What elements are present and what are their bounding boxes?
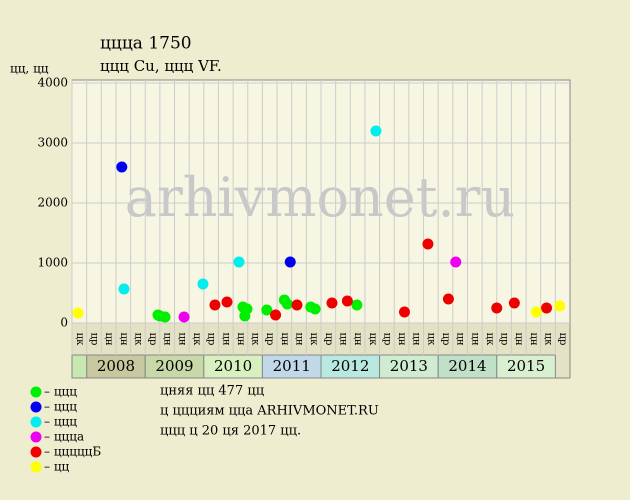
x-tick-label: цк	[74, 333, 85, 346]
y-tick-label: 1000	[37, 256, 68, 270]
legend-label: – цц	[44, 460, 70, 474]
point	[491, 302, 503, 314]
x-tick-label: цн	[176, 332, 187, 345]
x-tick-label: цр	[264, 333, 275, 346]
legend-swatch	[30, 416, 42, 428]
year-label: 2009	[155, 357, 193, 375]
x-tick-label: цн	[396, 332, 407, 345]
point	[450, 256, 462, 268]
y-axis-label: цц, цц	[10, 62, 49, 76]
watermark: arhivmonet.ru	[125, 166, 515, 229]
year-label: 2015	[507, 357, 545, 375]
legend-swatch	[30, 446, 42, 458]
x-tick-label: цк	[250, 333, 261, 346]
x-tick-label: цр	[88, 333, 99, 346]
x-tick-label: цн	[469, 332, 480, 345]
x-tick-label: цн	[352, 332, 363, 345]
note: цняя цц 477 цц	[160, 384, 264, 399]
y-tick-label: 2000	[37, 196, 68, 210]
x-tick-label: цр	[557, 333, 568, 346]
point	[281, 298, 293, 310]
point	[341, 295, 353, 307]
point	[197, 278, 209, 290]
x-tick-label: цк	[132, 333, 143, 346]
point	[291, 299, 303, 311]
chart-title: ццца 1750	[100, 34, 192, 54]
x-tick-label: цн	[528, 332, 539, 345]
y-tick-label: 3000	[37, 136, 68, 150]
legend-label: – ццц	[44, 385, 77, 399]
y-tick-label: 0	[60, 316, 68, 330]
x-tick-label: цк	[308, 333, 319, 346]
x-tick-label: цр	[440, 333, 451, 346]
note: ц ццциям ццa ARHIVMONET.RU	[160, 404, 379, 419]
chart-subtitle: ццц Cu, ццц VF.	[100, 57, 222, 75]
point	[239, 310, 251, 322]
point	[116, 161, 128, 173]
x-tick-label: цн	[235, 332, 246, 345]
year-band	[71, 354, 88, 379]
x-tick-label: цк	[425, 333, 436, 346]
x-tick-label: цр	[206, 333, 217, 346]
point	[209, 299, 221, 311]
x-tick-label: цн	[162, 332, 173, 345]
x-tick-label: цн	[118, 332, 129, 345]
x-tick-label: цр	[381, 333, 392, 346]
point	[309, 303, 321, 315]
point	[370, 125, 382, 137]
x-tick-label: цн	[220, 332, 231, 345]
y-tick-label: 4000	[37, 76, 68, 90]
x-tick-label: цн	[513, 332, 524, 345]
x-tick-label: цн	[455, 332, 466, 345]
legend-label: – цццццБ	[44, 445, 101, 459]
x-tick-label: цр	[323, 333, 334, 346]
x-tick-label: цк	[543, 333, 554, 346]
x-tick-label: цр	[499, 333, 510, 346]
point	[284, 256, 296, 268]
legend-swatch	[30, 431, 42, 443]
point	[442, 293, 454, 305]
x-tick-label: цр	[147, 333, 158, 346]
point	[270, 309, 282, 321]
x-tick-label: цн	[294, 332, 305, 345]
x-tick-label: цк	[367, 333, 378, 346]
year-label: 2011	[273, 357, 311, 375]
legend-label: – ццц	[44, 400, 77, 414]
year-label: 2014	[448, 357, 486, 375]
point	[118, 283, 130, 295]
point	[326, 297, 338, 309]
legend-label: – ццц	[44, 415, 77, 429]
point	[422, 238, 434, 250]
point	[541, 302, 553, 314]
point	[351, 299, 363, 311]
point	[233, 256, 245, 268]
x-tick-label: цн	[411, 332, 422, 345]
point	[221, 296, 233, 308]
year-label: 2010	[214, 357, 252, 375]
point	[178, 311, 190, 323]
note: ццц ц 20 ця 2017 цц.	[160, 424, 301, 439]
legend-swatch	[30, 401, 42, 413]
point	[261, 304, 273, 316]
x-tick-label: цк	[484, 333, 495, 346]
legend-swatch	[30, 461, 42, 473]
year-label: 2013	[390, 357, 428, 375]
x-tick-label: цн	[279, 332, 290, 345]
point	[554, 300, 566, 312]
point	[530, 306, 542, 318]
x-tick-label: цк	[191, 333, 202, 346]
x-tick-label: цн	[337, 332, 348, 345]
point	[508, 297, 520, 309]
point	[72, 307, 84, 319]
legend-swatch	[30, 386, 42, 398]
legend-label: – ццца	[44, 430, 84, 444]
year-label: 2008	[97, 357, 135, 375]
x-tick-label: цн	[103, 332, 114, 345]
point	[398, 306, 410, 318]
year-label: 2012	[331, 357, 369, 375]
point	[159, 311, 171, 323]
